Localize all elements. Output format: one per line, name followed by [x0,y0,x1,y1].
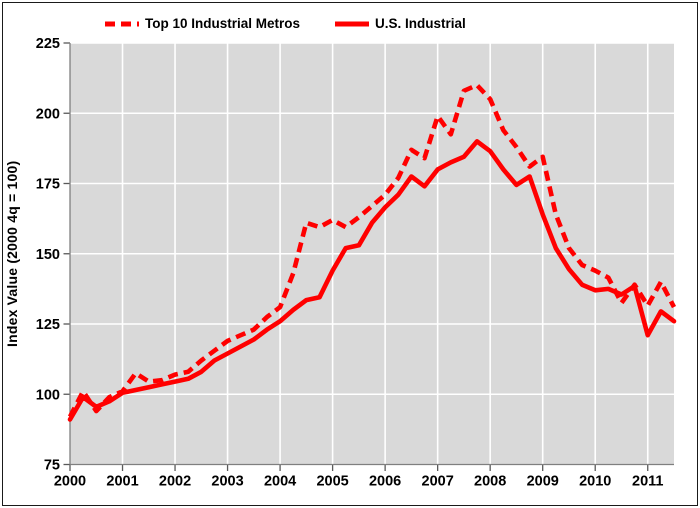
y-axis-title: Index Value (2000 4q = 100) [4,160,20,348]
y-tick-label: 150 [36,247,60,263]
x-tick-label: 2000 [54,474,86,490]
y-tick-label: 175 [36,177,60,193]
series-line-us-industrial [67,139,677,422]
x-tick-label: 2005 [316,474,348,490]
x-tick-label: 2006 [369,474,401,490]
y-tick-label: 125 [36,317,60,333]
y-tick-label: 75 [44,458,60,474]
x-tick-label: 2008 [474,474,506,490]
legend-label-us: U.S. Industrial [375,16,466,31]
x-tick-label: 2002 [159,474,191,490]
legend-label-top10: Top 10 Industrial Metros [145,16,301,31]
x-tick-label: 2011 [632,474,663,490]
x-tick-label: 2009 [527,474,559,490]
x-tick-label: 2003 [211,474,243,490]
x-tick-label: 2010 [579,474,611,490]
x-tick-label: 2001 [106,474,138,490]
x-tick-label: 2004 [264,474,296,490]
y-tick-label: 100 [36,387,60,403]
dashed-line-sample-icon [105,21,139,26]
legend-item-top10: Top 10 Industrial Metros [104,16,300,31]
y-tick-label: 200 [36,106,60,122]
series-line-top10-metros [67,82,677,418]
solid-line-sample-icon [335,21,369,26]
y-tick-label: 225 [36,36,60,52]
x-tick-label: 2007 [422,474,454,490]
legend-item-us: U.S. Industrial [334,16,466,31]
